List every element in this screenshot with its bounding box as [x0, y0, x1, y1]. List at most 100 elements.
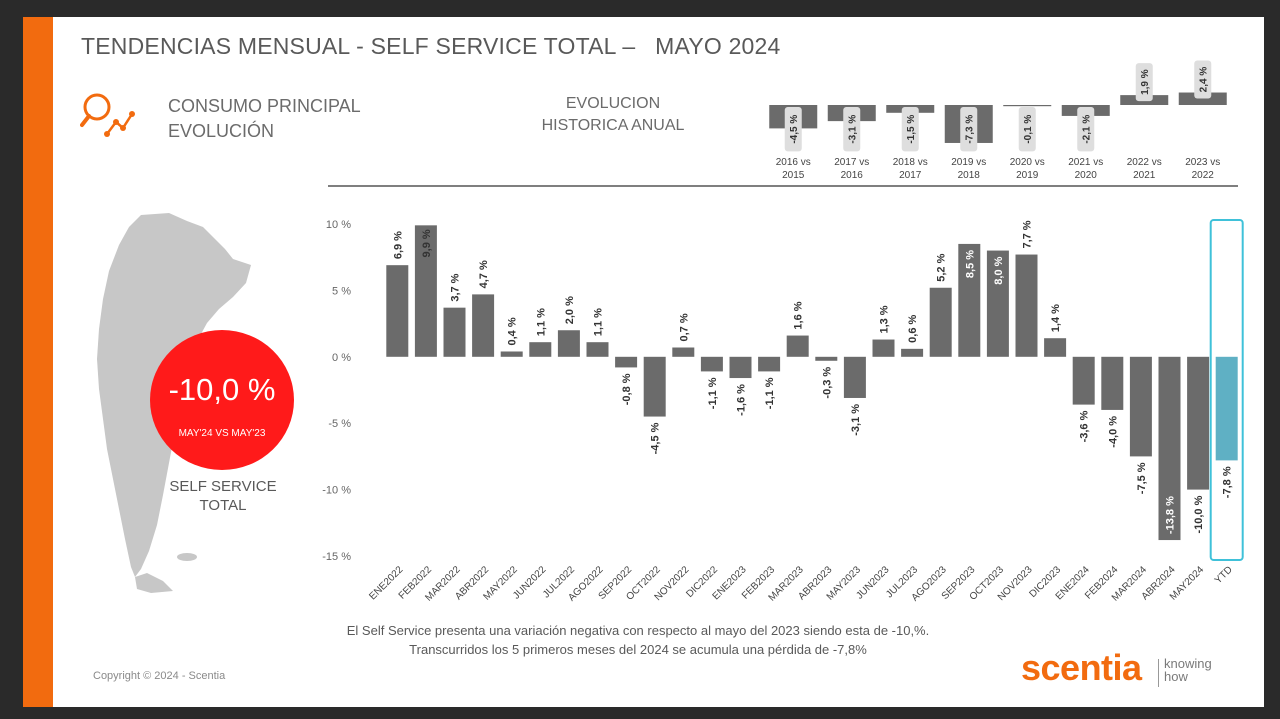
annual-bar [1178, 92, 1227, 105]
annual-bar [1003, 105, 1052, 107]
annual-data-label: -1,5 % [906, 115, 917, 144]
data-label: -1,6 % [736, 384, 748, 416]
bar [615, 356, 638, 368]
annual-label-bg [843, 107, 861, 152]
bar [500, 351, 523, 357]
annual-category-line-1: 2020 vs [1010, 157, 1045, 168]
annual-category-line-1: 2022 vs [1127, 157, 1162, 168]
monthly-evolution-chart: 10 %5 %0 %-5 %-10 %-15 %6,9 %ENE20229,9 … [322, 219, 1244, 604]
data-label: 1,4 % [1050, 304, 1062, 332]
annual-category-line-2: 2022 [1192, 170, 1215, 181]
bar [929, 287, 952, 357]
bar [901, 348, 924, 357]
subtitle-line-1: CONSUMO PRINCIPAL [168, 96, 361, 116]
bar [1044, 338, 1067, 357]
x-tick-label: YTD [1213, 564, 1235, 586]
data-label: -1,1 % [707, 377, 719, 409]
historic-label-line-2: HISTORICA ANUAL [541, 117, 685, 134]
ytd-highlight-frame [1209, 219, 1244, 561]
historic-label-line-1: EVOLUCION [565, 95, 661, 112]
summary-note: El Self Service presenta una variación n… [313, 621, 963, 659]
data-label: 9,9 % [421, 229, 433, 257]
annual-label-bg [1194, 60, 1212, 99]
bar [643, 356, 666, 417]
bar [729, 356, 752, 379]
data-label: -13,8 % [1165, 496, 1177, 534]
data-label: -3,1 % [850, 404, 862, 436]
subtitle-line-2: EVOLUCIÓN [168, 121, 275, 141]
highlight-circle: -10,0 % MAY'24 VS MAY'23 [150, 330, 294, 470]
logo-tagline: knowing how [1164, 657, 1212, 683]
data-label: 0,4 % [507, 317, 519, 345]
bar [414, 225, 437, 357]
data-label: 1,6 % [793, 301, 805, 329]
bar [958, 243, 981, 357]
bar [815, 356, 838, 361]
annual-data-label: -3,1 % [848, 115, 859, 144]
y-tick-label: -15 % [322, 551, 351, 563]
bar [1158, 356, 1181, 541]
data-label: 5,2 % [936, 253, 948, 281]
annual-label-bg [1077, 107, 1095, 152]
data-label: 1,1 % [593, 308, 605, 336]
annual-category-line-1: 2017 vs [834, 157, 869, 168]
data-label: -4,0 % [1107, 416, 1119, 448]
annual-label-bg [1018, 107, 1036, 152]
region-label-line-1: SELF SERVICE [169, 478, 277, 495]
highlight-value: -10,0 % [168, 372, 276, 407]
accent-bar [23, 17, 53, 707]
magnifier-trend-icon [80, 90, 142, 140]
divider [328, 185, 1238, 187]
page-title: TENDENCIAS MENSUAL - SELF SERVICE TOTAL … [81, 33, 781, 59]
annual-label-bg [1135, 63, 1153, 102]
bar [386, 265, 409, 357]
note-line-1: El Self Service presenta una variación n… [346, 623, 930, 638]
annual-data-label: -7,3 % [965, 115, 976, 144]
logo-divider [1158, 659, 1159, 687]
data-label: -4,5 % [650, 422, 662, 454]
bar [1072, 356, 1095, 405]
slide: TENDENCIAS MENSUAL - SELF SERVICE TOTAL … [23, 17, 1264, 707]
scentia-logo: scentia [1021, 647, 1142, 688]
data-label: 2,0 % [564, 296, 576, 324]
bar [1101, 356, 1124, 410]
y-tick-label: 0 % [332, 352, 351, 364]
annual-category-line-2: 2018 [958, 170, 981, 181]
y-tick-label: 10 % [326, 219, 351, 231]
bar [586, 342, 609, 357]
copyright: Copyright © 2024 - Scentia [93, 670, 226, 682]
annual-label-bg [901, 107, 919, 152]
annual-category-line-1: 2023 vs [1185, 157, 1220, 168]
annual-category-line-1: 2021 vs [1068, 157, 1103, 168]
data-label: 0,6 % [907, 314, 919, 342]
annual-label-bg [960, 107, 978, 152]
data-label: 3,7 % [450, 273, 462, 301]
bar [1015, 254, 1038, 357]
data-label: -0,8 % [621, 373, 633, 405]
data-label: -1,1 % [764, 377, 776, 409]
region-label: SELF SERVICE TOTAL [158, 477, 288, 515]
data-label: 1,3 % [879, 305, 891, 333]
bar [1187, 356, 1210, 490]
bar [843, 356, 866, 398]
bar [872, 339, 895, 357]
y-tick-label: 5 % [332, 285, 351, 297]
tagline-line-2: how [1164, 669, 1188, 684]
annual-category-line-2: 2015 [782, 170, 805, 181]
data-label: 4,7 % [478, 260, 490, 288]
annual-data-label: 1,9 % [1140, 69, 1151, 95]
section-subtitle: CONSUMO PRINCIPAL EVOLUCIÓN [168, 94, 361, 144]
data-label: -7,5 % [1136, 462, 1148, 494]
annual-category-line-2: 2016 [841, 170, 864, 181]
bar [557, 330, 580, 357]
bar [443, 307, 466, 357]
bar [786, 335, 809, 357]
annual-data-label: -2,1 % [1082, 115, 1093, 144]
annual-data-label: 2,4 % [1199, 67, 1210, 93]
annual-category-line-2: 2021 [1133, 170, 1156, 181]
y-tick-label: -10 % [322, 485, 351, 497]
bar [529, 342, 552, 357]
bar [1129, 356, 1152, 457]
annual-category-line-1: 2016 vs [776, 157, 811, 168]
annual-category-line-1: 2018 vs [893, 157, 928, 168]
